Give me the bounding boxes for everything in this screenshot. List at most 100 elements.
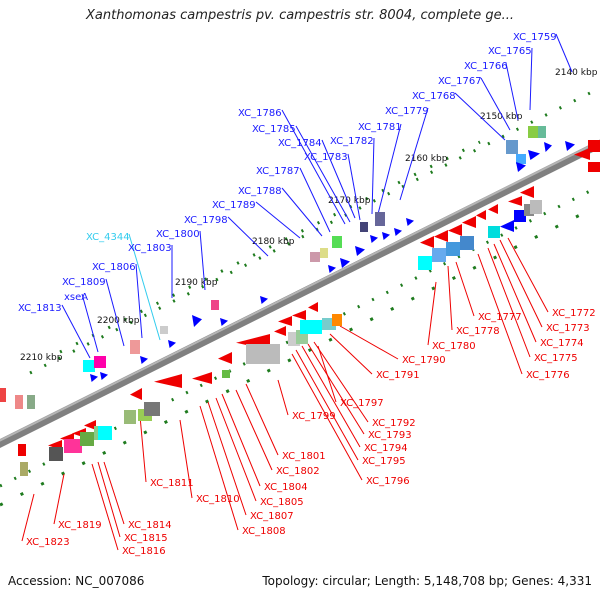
gene-label-reverse: XC_1794	[364, 443, 408, 454]
leader-line-forward	[128, 233, 161, 341]
gene-arrow-reverse	[192, 372, 212, 384]
leader-line-reverse	[221, 393, 261, 487]
leader-line-forward	[371, 137, 375, 215]
leader-line-reverse	[301, 345, 361, 448]
leader-line-forward	[347, 153, 361, 221]
leader-line-forward	[227, 216, 269, 257]
gene-block	[15, 395, 23, 409]
leader-line-reverse	[487, 247, 531, 358]
gene-label-reverse: XC_1792	[372, 418, 416, 429]
gene-block	[360, 222, 368, 232]
gene-arrow-forward	[192, 315, 202, 327]
gene-arrow-reverse	[130, 388, 142, 400]
leader-line-forward	[555, 33, 573, 73]
leader-line-reverse	[97, 461, 121, 538]
gene-label-reverse: XC_1772	[552, 308, 596, 319]
gene-arrow-reverse	[434, 230, 448, 242]
gene-label-reverse: XC_1815	[124, 533, 168, 544]
leader-line-forward	[321, 139, 356, 219]
leader-line-reverse	[339, 325, 399, 360]
gene-label-reverse: XC_1780	[432, 341, 476, 352]
gene-block	[98, 426, 112, 440]
leader-line-forward	[529, 47, 533, 111]
kbp-label: 2200 kbp	[97, 316, 140, 326]
gene-label-reverse: XC_1790	[402, 355, 446, 366]
leader-line-reverse	[291, 353, 363, 481]
genome-backbone	[0, 139, 600, 448]
leader-line-reverse	[245, 383, 279, 456]
gene-label-forward: XC_1806	[92, 262, 136, 273]
gene-label-reverse: XC_1808	[242, 526, 286, 537]
gene-block	[300, 320, 322, 334]
gene-arrow-reverse	[488, 204, 498, 214]
gene-arrow-forward	[370, 235, 378, 243]
gene-label-reverse: XC_1802	[276, 466, 320, 477]
gene-label-reverse: XC_1816	[122, 546, 166, 557]
gene-block	[83, 360, 95, 372]
gene-arrow-forward	[355, 246, 365, 256]
gene-label-forward: XC_1782	[330, 136, 374, 147]
leader-line-reverse	[507, 237, 549, 313]
gene-label-reverse: XC_1807	[250, 511, 294, 522]
gene-block	[446, 242, 460, 256]
gene-block	[222, 370, 230, 378]
gene-arrow-reverse	[84, 420, 96, 430]
gene-label-reverse: XC_1801	[282, 451, 326, 462]
gene-block	[332, 314, 342, 326]
gene-label-forward: XC_1781	[358, 122, 402, 133]
gene-arrow-forward	[516, 162, 526, 172]
leader-line-reverse	[235, 389, 273, 471]
leader-line-reverse	[139, 415, 147, 483]
leader-line-reverse	[53, 473, 65, 525]
leader-line-reverse	[447, 265, 453, 331]
leader-line-reverse	[295, 349, 359, 461]
leader-line-forward	[281, 187, 323, 237]
gene-block	[506, 140, 518, 154]
gene-label-reverse: XC_1774	[540, 338, 584, 349]
gene-label-forward: XC_1800	[156, 229, 200, 240]
gene-label-reverse: XC_1775	[534, 353, 578, 364]
gene-arrow-forward	[565, 141, 575, 151]
gene-arrow-reverse	[218, 352, 232, 364]
gene-block	[528, 126, 538, 138]
gene-arrow-forward	[168, 340, 176, 348]
gene-block	[130, 340, 140, 354]
gene-arrow-reverse	[278, 316, 292, 326]
gene-arrow-forward	[340, 258, 350, 268]
gene-block	[80, 432, 94, 446]
gene-arrow-reverse	[274, 326, 286, 336]
gene-label-forward: XC_4344	[86, 232, 130, 243]
gene-block	[211, 300, 219, 310]
gene-label-forward: XC_1787	[256, 166, 300, 177]
gene-label-reverse: XC_1791	[376, 370, 420, 381]
gene-block	[432, 248, 446, 262]
gene-label-forward: XC_1759	[513, 32, 557, 43]
gene-arrow-forward	[90, 374, 98, 382]
gene-label-forward: XC_1813	[18, 303, 62, 314]
leader-line-reverse	[313, 341, 369, 423]
gene-arrow-forward	[382, 232, 390, 240]
gene-label-forward: XC_1788	[238, 186, 282, 197]
gene-labels: XC_1759 XC_1765 XC_1766 XC_1767 XC_1768 XC_17…	[18, 32, 596, 557]
leader-line-reverse	[207, 401, 247, 516]
kbp-label: 2160 kbp	[405, 154, 448, 164]
gene-block	[588, 140, 600, 152]
gene-arrow-reverse	[574, 148, 590, 160]
gene-block	[516, 154, 526, 164]
gene-label-reverse: XC_1805	[260, 497, 304, 508]
gene-block	[524, 204, 534, 216]
gene-arrow-forward	[394, 228, 402, 236]
gene-arrow-reverse	[500, 220, 514, 232]
kbp-label: 2180 kbp	[252, 237, 295, 247]
gene-label-reverse: XC_1804	[264, 482, 308, 493]
gene-arrow-forward	[140, 356, 148, 364]
gene-block	[332, 236, 342, 248]
gene-arrow-forward	[544, 142, 552, 152]
gene-label-reverse: XC_1819	[58, 520, 102, 531]
gene-block	[418, 256, 432, 270]
gene-label-reverse: XC_1773	[546, 323, 590, 334]
gene-block	[94, 356, 106, 368]
gene-arrow-reverse	[308, 302, 318, 312]
leader-line-reverse	[455, 261, 475, 317]
label-leader-lines	[21, 33, 573, 551]
